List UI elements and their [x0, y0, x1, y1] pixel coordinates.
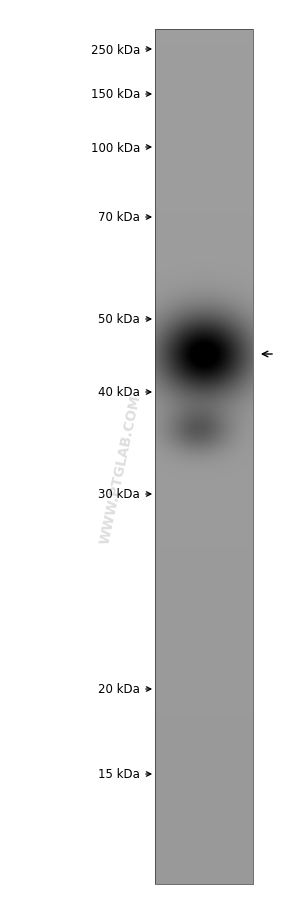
Text: 250 kDa: 250 kDa [91, 43, 140, 57]
Bar [155, 30, 253, 884]
Text: WWW.PTGLAB.COM: WWW.PTGLAB.COM [98, 393, 144, 545]
Text: 150 kDa: 150 kDa [91, 88, 140, 101]
Text: 50 kDa: 50 kDa [98, 313, 140, 327]
Text: 40 kDa: 40 kDa [98, 386, 140, 399]
Text: 30 kDa: 30 kDa [98, 488, 140, 501]
Text: 20 kDa: 20 kDa [98, 683, 140, 695]
Text: 15 kDa: 15 kDa [98, 768, 140, 780]
Text: 70 kDa: 70 kDa [98, 211, 140, 225]
Text: 100 kDa: 100 kDa [91, 142, 140, 154]
